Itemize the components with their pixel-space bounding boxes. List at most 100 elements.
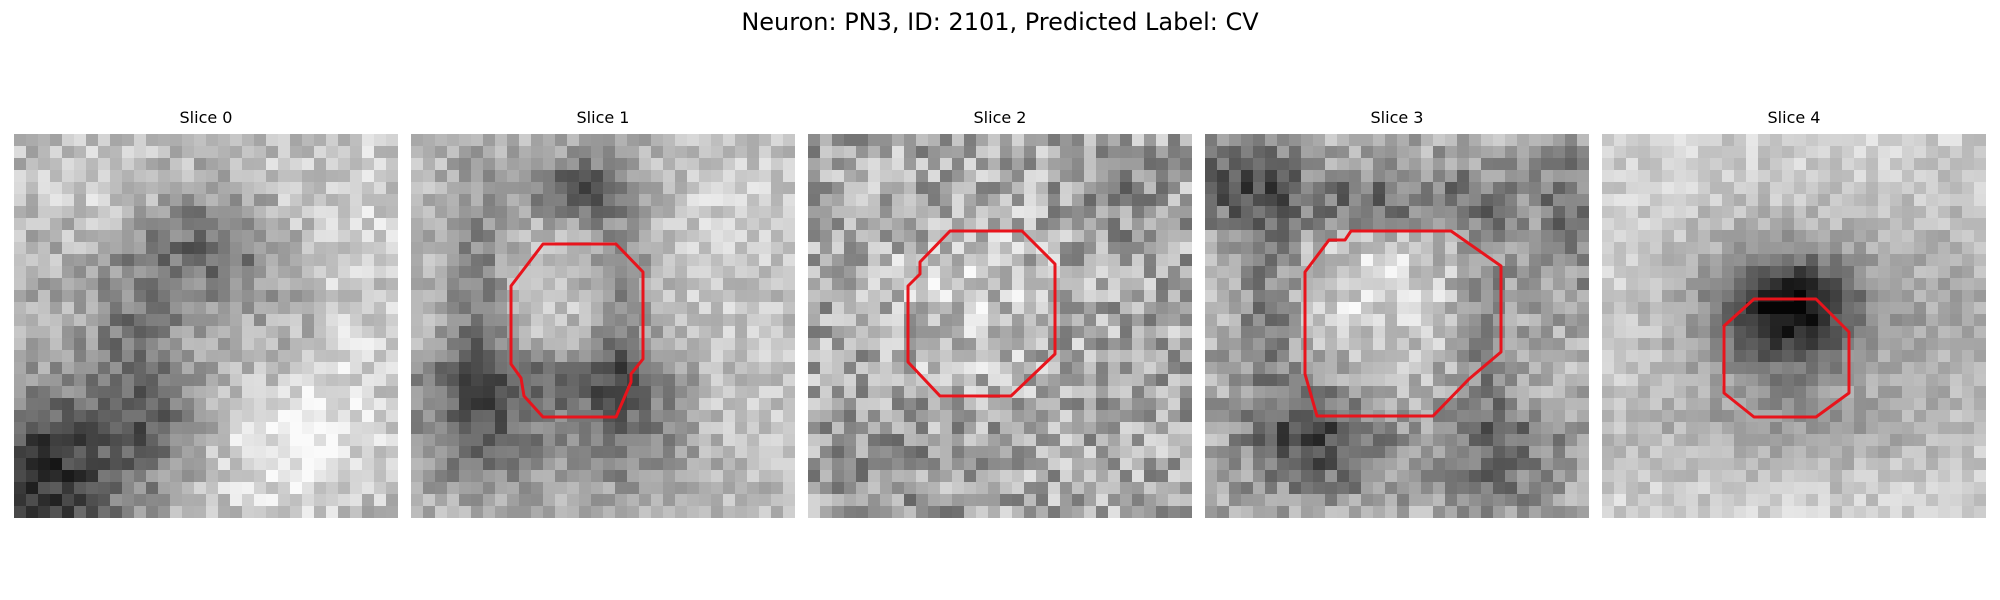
pixel xyxy=(1373,194,1386,207)
pixel xyxy=(471,254,484,267)
pixel xyxy=(531,158,544,171)
pixel xyxy=(615,302,628,315)
pixel xyxy=(254,302,267,315)
pixel xyxy=(1421,182,1434,195)
pixel xyxy=(1854,134,1867,147)
pixel xyxy=(675,254,688,267)
pixel xyxy=(1553,338,1566,351)
pixel xyxy=(904,314,917,327)
pixel xyxy=(242,218,255,231)
pixel xyxy=(146,170,159,183)
pixel xyxy=(1950,362,1963,375)
pixel xyxy=(1614,206,1627,219)
pixel xyxy=(326,422,339,435)
pixel xyxy=(1962,266,1975,279)
pixel xyxy=(723,242,736,255)
pixel xyxy=(1156,482,1169,495)
pixel xyxy=(254,410,267,423)
pixel xyxy=(254,314,267,327)
pixel xyxy=(411,470,424,483)
pixel xyxy=(868,146,881,159)
pixel xyxy=(1686,170,1699,183)
pixel xyxy=(783,278,795,291)
pixel xyxy=(1349,266,1362,279)
pixel xyxy=(50,134,63,147)
pixel xyxy=(1168,278,1181,291)
pixel xyxy=(1614,374,1627,387)
pixel xyxy=(1108,434,1121,447)
pixel xyxy=(459,350,472,363)
pixel xyxy=(122,338,135,351)
pixel xyxy=(699,338,712,351)
pixel xyxy=(1433,494,1446,507)
pixel xyxy=(1529,218,1542,231)
pixel xyxy=(254,458,267,471)
pixel xyxy=(1710,386,1723,399)
pixel xyxy=(50,482,63,495)
pixel xyxy=(230,398,243,411)
pixel xyxy=(182,218,195,231)
pixel xyxy=(1469,470,1482,483)
pixel xyxy=(519,482,532,495)
pixel xyxy=(856,170,869,183)
pixel-grid xyxy=(808,134,1192,518)
pixel xyxy=(459,458,472,471)
pixel xyxy=(1626,386,1639,399)
pixel xyxy=(615,290,628,303)
pixel xyxy=(1914,170,1927,183)
pixel xyxy=(1120,266,1133,279)
pixel xyxy=(952,278,965,291)
pixel xyxy=(218,266,231,279)
pixel xyxy=(820,338,833,351)
pixel xyxy=(1698,242,1711,255)
pixel xyxy=(771,146,784,159)
pixel xyxy=(687,266,700,279)
pixel xyxy=(86,134,99,147)
pixel xyxy=(1758,206,1771,219)
pixel xyxy=(1421,134,1434,147)
pixel xyxy=(1144,230,1157,243)
pixel xyxy=(555,494,568,507)
pixel xyxy=(1096,350,1109,363)
pixel xyxy=(567,386,580,399)
pixel xyxy=(543,362,556,375)
pixel xyxy=(62,302,75,315)
pixel xyxy=(820,386,833,399)
pixel xyxy=(1217,206,1230,219)
pixel xyxy=(1890,194,1903,207)
pixel xyxy=(62,278,75,291)
pixel xyxy=(1000,506,1013,518)
pixel xyxy=(567,290,580,303)
pixel xyxy=(483,302,496,315)
pixel xyxy=(1289,290,1302,303)
pixel xyxy=(206,134,219,147)
pixel xyxy=(952,350,965,363)
pixel xyxy=(170,326,183,339)
pixel xyxy=(471,182,484,195)
pixel xyxy=(1830,206,1843,219)
pixel xyxy=(1650,374,1663,387)
pixel xyxy=(1409,182,1422,195)
pixel xyxy=(1217,218,1230,231)
pixel xyxy=(86,410,99,423)
pixel xyxy=(1902,446,1915,459)
pixel xyxy=(856,254,869,267)
pixel xyxy=(603,350,616,363)
pixel xyxy=(976,494,989,507)
pixel xyxy=(627,302,640,315)
pixel xyxy=(1758,278,1771,291)
pixel xyxy=(1878,266,1891,279)
pixel xyxy=(182,278,195,291)
pixel xyxy=(1662,146,1675,159)
pixel xyxy=(254,170,267,183)
pixel xyxy=(459,146,472,159)
pixel xyxy=(1517,362,1530,375)
pixel xyxy=(1289,410,1302,423)
pixel xyxy=(1469,482,1482,495)
pixel xyxy=(1517,218,1530,231)
pixel xyxy=(1012,266,1025,279)
pixel xyxy=(1313,302,1326,315)
pixel xyxy=(1168,194,1181,207)
pixel xyxy=(627,182,640,195)
pixel xyxy=(856,290,869,303)
